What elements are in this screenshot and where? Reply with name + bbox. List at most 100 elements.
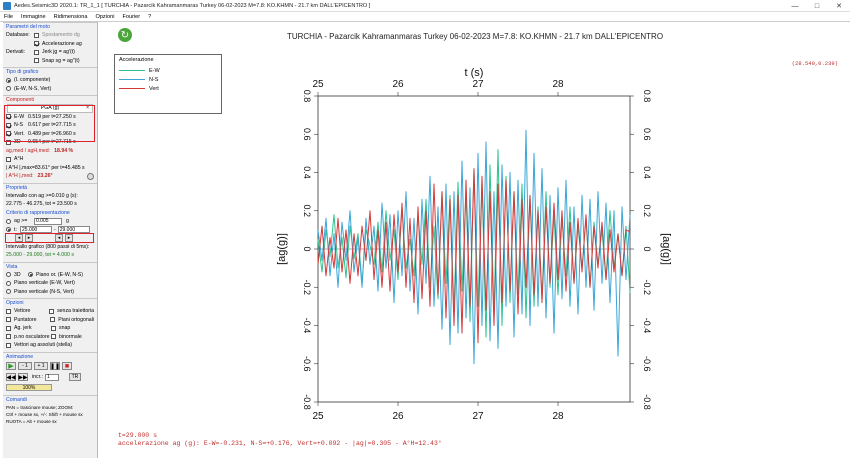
piani-checkbox[interactable] [50,317,56,323]
snap-checkbox[interactable] [34,58,39,64]
3d-name: 3D [14,139,21,146]
chart-area[interactable]: ↻ TURCHIA - Pazarcik Kahramanmaras Turke… [100,22,850,460]
y-tick-label-left: -0.4 [302,318,312,334]
minimize-button[interactable]: — [791,2,799,10]
close-button[interactable]: ✕ [836,3,842,10]
3d-checkbox[interactable] [6,139,11,145]
menu-opzioni[interactable]: Opzioni [95,13,115,20]
view-plane-xy-radio[interactable] [28,272,33,278]
snap-option-label: snap [59,325,71,332]
pause-icon[interactable]: ❚❚ [49,362,61,370]
ew-name: E-W [14,113,25,120]
osculatore-label: p.no osculatore [14,333,50,340]
agjerk-label: Ag. jerk [14,325,32,332]
osculatore-checkbox[interactable] [6,334,11,340]
series-line-vert [317,168,631,344]
spostamento-checkbox[interactable] [34,32,39,38]
vettori-checkbox[interactable] [6,342,11,348]
y-tick-label-right: -0.8 [642,394,652,410]
props-section: Proprietà Intervallo con ag >=0.010 g (s… [3,182,97,262]
series-line-ew [317,149,631,338]
view-3d-radio[interactable] [6,272,11,278]
legend-vert-label: Vert [149,85,159,92]
graph-type-title: Tipo di grafico [6,69,39,75]
vettore-label: Vettore [14,308,31,315]
pga-close-icon[interactable]: × [86,105,89,112]
ns-checkbox[interactable] [6,122,11,128]
ew-pga: 0.519 per t=27.250 s [28,113,76,120]
binormale-checkbox[interactable] [51,334,56,340]
y-axis-label-right: [ag(g)] [660,233,672,265]
incr-input[interactable]: 1 [44,373,59,381]
vert-pga: 0.489 per t=26.960 s [28,130,76,137]
maximize-button[interactable]: □ [814,2,820,10]
vert-checkbox[interactable] [6,131,11,137]
play-icon[interactable]: ▶ [6,362,16,370]
refresh-icon[interactable]: ↻ [118,28,132,42]
graph-type-section: Tipo di grafico (I. componente) (E-W, N-… [3,67,97,95]
ratio-value: 18.94 % [54,147,74,154]
y-tick-label-left: 0.8 [302,90,312,103]
legend-ns-swatch [119,78,145,81]
y-tick-label-right: 0 [642,246,652,251]
chart-title: TURCHIA - Pazarcik Kahramanmaras Turkey … [286,32,664,41]
puntatore-checkbox[interactable] [6,317,11,323]
coordinate-readout: (28.540,0.239) [791,60,838,67]
rewind-icon[interactable]: ◀◀ [6,373,16,381]
step-forward-button[interactable]: + 1 [34,362,48,370]
vettore-checkbox[interactable] [6,308,11,314]
legend-title: Accelerazione [119,57,154,63]
ag-unit: g [66,218,69,225]
ew-checkbox[interactable] [6,114,11,120]
menu-help[interactable]: ? [148,13,152,20]
graph-single-radio[interactable] [6,77,11,83]
senza-label: senza traiettoria [57,308,94,315]
derivati-label: Derivati: [6,49,26,56]
status-acceleration: accelerazione ag (g): E-W=-0.231, N-S=+0… [118,440,442,447]
series-line-ns [317,129,631,365]
app-icon [3,1,11,10]
time-range-radio[interactable] [6,227,11,233]
x-tick-label-top: 26 [392,79,404,90]
tr-button[interactable]: TR [68,373,81,381]
step-back-button[interactable]: - 1 [18,362,32,370]
chart-legend: Accelerazione E-W N-S Vert [114,54,222,114]
accelerazione-checkbox[interactable] [34,41,39,47]
menu-fourier[interactable]: Fourier [122,13,141,20]
stop-icon[interactable]: ■ [62,362,72,370]
vert-name: Vert. [14,130,25,137]
motion-title: Parametri del moto [6,24,50,30]
status-time: t=29.000 s [118,432,158,439]
props-criterion: Criterio di rappresentazione [6,209,70,216]
snap-label: Snap sg = ag''(t) [42,57,80,64]
x-tick-label-bottom: 27 [472,411,484,422]
snap-option-checkbox[interactable] [51,325,56,331]
y-tick-label-left: -0.8 [302,394,312,410]
menu-immagine[interactable]: Immagine [21,13,46,20]
jerk-label: Jerk jg = ag'(t) [42,49,75,56]
senza-checkbox[interactable] [49,308,55,314]
ag-threshold-input[interactable]: 0.005 [34,217,62,225]
view-plane-ew-label: Piano verticale (E-W, Vert) [14,280,75,287]
fast-forward-icon[interactable]: ▶▶ [18,373,28,381]
ah-info-icon[interactable] [87,172,94,180]
view-plane-ew-radio[interactable] [6,280,11,286]
ag-threshold-radio[interactable] [6,218,11,224]
y-tick-label-right: 0.2 [642,204,652,217]
menu-ridimensiona[interactable]: Ridimensiona [53,13,88,20]
agjerk-checkbox[interactable] [6,325,11,331]
components-highlight [4,105,95,142]
motion-section: Parametri del moto Database: Spostamento… [3,22,97,67]
status-readout: t=29.000 s accelerazione ag (g): E-W=-0.… [118,432,442,448]
view-plane-ns-radio[interactable] [6,289,11,295]
view-3d-label: 3D [14,271,21,278]
commands-line3: RUOTA = Alt + mouse sx [6,418,57,424]
y-tick-label-right: 0.8 [642,90,652,103]
jerk-checkbox[interactable] [34,49,39,55]
binormale-label: binormale [59,333,82,340]
ah-checkbox[interactable] [6,156,11,162]
view-plane-ns-label: Piano verticale (N-S, Vert) [14,288,74,295]
puntatore-label: Puntatore [14,316,37,323]
graph-three-radio[interactable] [6,86,11,92]
menu-file[interactable]: File [4,13,14,20]
